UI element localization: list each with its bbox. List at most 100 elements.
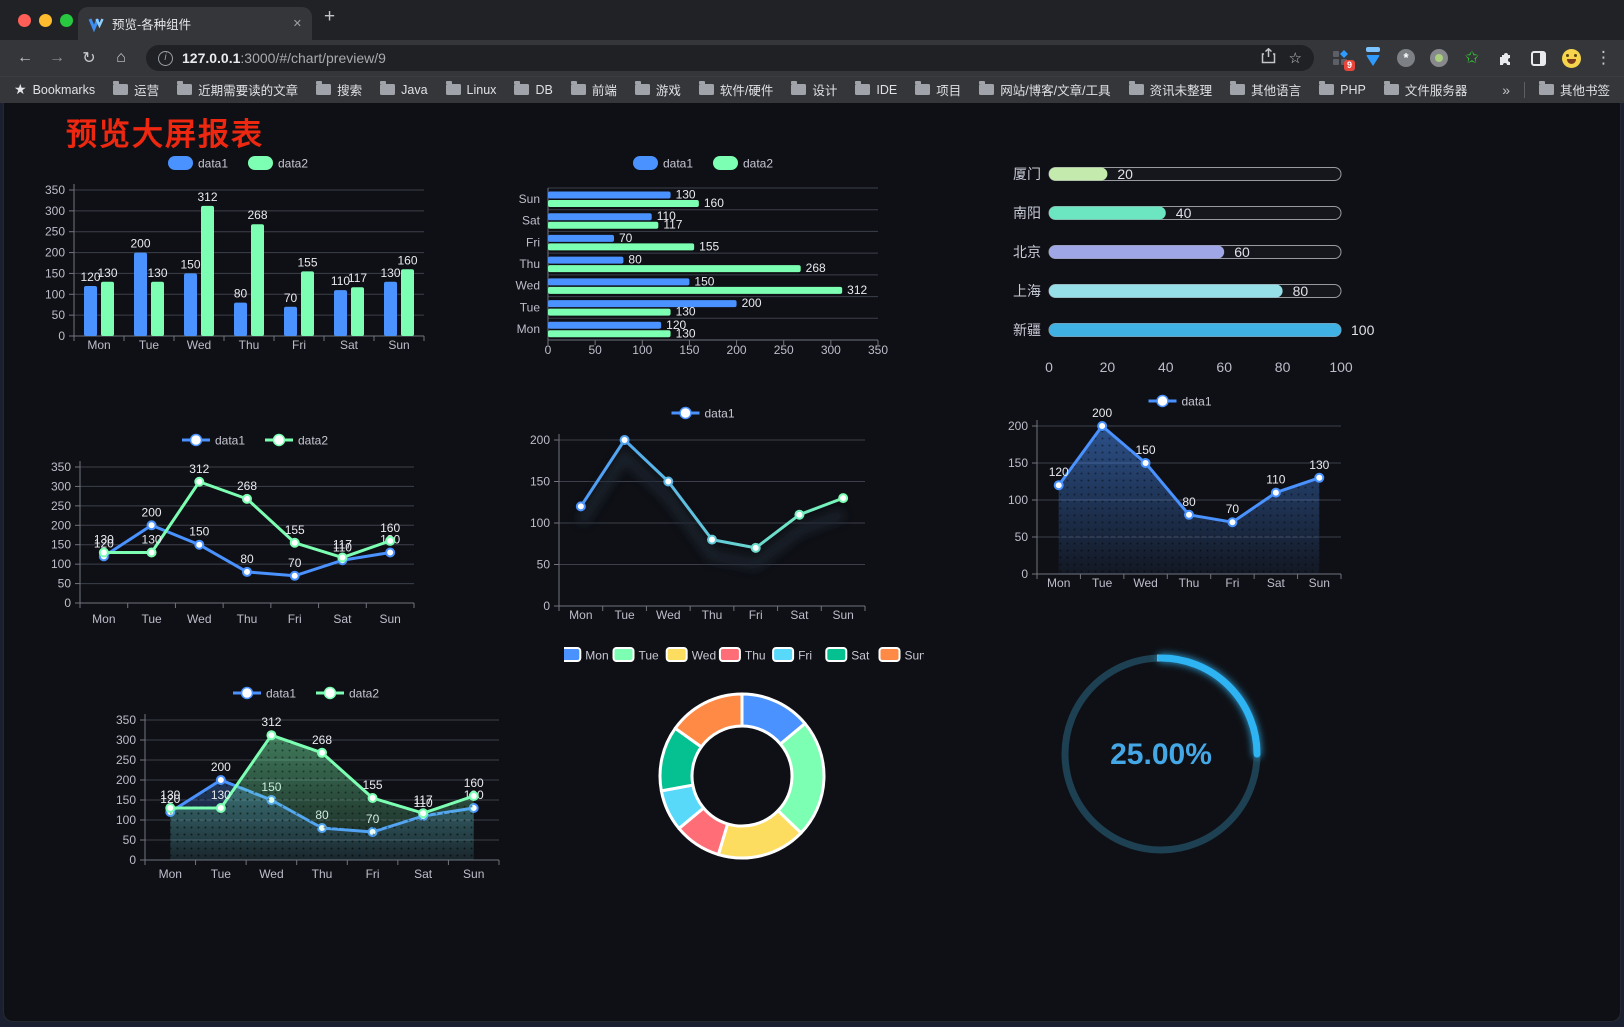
point-data1-Tue[interactable]	[146, 520, 157, 531]
forward-icon[interactable]: →	[49, 49, 65, 66]
point-data2-Thu[interactable]	[242, 493, 252, 504]
legend-item-Thu[interactable]: Thu	[718, 647, 766, 663]
bookmarks-overflow-icon[interactable]: »	[1502, 81, 1510, 98]
bookmark-folder[interactable]: PHP	[1319, 81, 1366, 97]
chart-line-gradient[interactable]: data1 0 50 100 150 200 Mon Tue Wed Thu Fri Sat Sun	[509, 398, 904, 628]
bookmark-folder[interactable]: 前端	[570, 80, 617, 99]
extension-grid-icon[interactable]: 9	[1330, 48, 1355, 71]
tab-close-icon[interactable]: ✕	[292, 18, 302, 30]
extension-emoji-icon[interactable]	[1561, 48, 1581, 68]
point-data1-Thu[interactable]	[1184, 509, 1194, 520]
point-data2-Wed[interactable]	[266, 730, 277, 741]
point-data2-Thu[interactable]	[317, 747, 327, 758]
point-data1-Sat[interactable]	[1270, 487, 1281, 498]
bookmark-star-icon[interactable]: ☆	[1288, 50, 1302, 67]
bookmark-folder[interactable]: 游戏	[634, 80, 681, 99]
bookmark-folder[interactable]: 网站/博客/文章/工具	[979, 80, 1111, 99]
bar-data2-Tue[interactable]	[548, 308, 671, 316]
legend-item-Mon[interactable]: Mon	[559, 647, 609, 663]
bookmark-folder[interactable]: 设计	[791, 80, 837, 99]
point-data1-Fri[interactable]	[1227, 517, 1238, 528]
chart-area-multi[interactable]: data1 data2 0 50 100 150 200 250 300 350 Mon Tue Wed…	[99, 672, 511, 907]
address-bar[interactable]: i 127.0.0.1:3000/#/chart/preview/9 ☆	[146, 45, 1314, 71]
point-data1-Thu[interactable]	[242, 566, 252, 577]
chart-gauge[interactable]: 25.00%	[1044, 640, 1284, 885]
browser-tab[interactable]: 预览-各种组件 ✕	[78, 7, 312, 40]
legend-item-Sat[interactable]: Sat	[825, 647, 870, 663]
extension-asterisk-icon[interactable]: *	[1396, 48, 1416, 68]
bar-data2-Fri[interactable]	[548, 243, 695, 251]
series-data1[interactable]: 120 200 150 80 70 110 130	[80, 237, 401, 336]
series-data2[interactable]: 130 130 312 268 155 117 160	[94, 462, 401, 563]
extension-star-icon[interactable]: ✩	[1464, 48, 1480, 67]
chart-donut[interactable]: Mon Tue Wed Thu Fri Sat Sun	[559, 640, 926, 905]
series-data1[interactable]: 120 200 150 80 70 110 130	[1049, 406, 1330, 574]
chart-horizontal-bar[interactable]: data1 data2 0 50 100 150 200 250 300 350 Mon 120 130…	[504, 148, 904, 373]
home-icon[interactable]: ⌂	[116, 49, 126, 66]
point-data2-Mon[interactable]	[98, 547, 109, 558]
point-data1-Fri[interactable]	[750, 542, 761, 553]
legend-item-Tue[interactable]: Tue	[612, 647, 660, 663]
chart-area-single[interactable]: data1 0 50 100 150 200 Mon Tue Wed Thu Fri Sat Sun 12…	[989, 388, 1394, 618]
back-icon[interactable]: ←	[17, 49, 33, 66]
point-data1-Sun[interactable]	[838, 493, 849, 504]
point-data2-Wed[interactable]	[194, 476, 205, 487]
bar-data2-Sun[interactable]	[548, 200, 699, 207]
bookmark-folder[interactable]: 运营	[113, 80, 159, 99]
pie-slice-Sun[interactable]	[673, 692, 744, 749]
point-data2-Tue[interactable]	[146, 547, 157, 558]
point-data2-Sun[interactable]	[385, 535, 396, 546]
bookmark-folder[interactable]: IDE	[855, 81, 897, 97]
series-data1[interactable]	[575, 435, 849, 570]
bookmark-folder[interactable]: Java	[380, 81, 428, 97]
point-data1-Tue[interactable]	[619, 435, 630, 445]
bar-data1-Sat[interactable]	[548, 213, 652, 221]
bar-data1-Tue[interactable]	[548, 300, 737, 308]
chart-progress-bars[interactable]: 厦门 20 南阳 40 北京 60 上海 80 新疆 100 0 20 40 60 80 100	[994, 150, 1394, 390]
point-data2-Fri[interactable]	[367, 793, 378, 803]
bookmark-folder[interactable]: 近期需要读的文章	[177, 80, 298, 99]
bookmarks-manager[interactable]: ★ Bookmarks	[14, 81, 95, 98]
point-data2-Fri[interactable]	[289, 537, 300, 548]
bookmark-folder[interactable]: 其他语言	[1230, 80, 1301, 99]
bar-data1-Wed[interactable]	[548, 278, 690, 286]
extension-puzzle-icon[interactable]	[1495, 48, 1515, 68]
bookmark-folder[interactable]: Linux	[445, 81, 496, 97]
extension-gem-icon[interactable]	[1363, 48, 1383, 68]
point-data1-Tue[interactable]	[215, 775, 226, 785]
legend-item-data2[interactable]: data2	[265, 434, 328, 448]
share-icon[interactable]	[1261, 47, 1276, 68]
bar-data2-Wed[interactable]	[548, 286, 843, 294]
point-data1-Wed[interactable]	[1140, 458, 1151, 468]
point-data1-Sun[interactable]	[385, 547, 396, 558]
legend-item-Sun[interactable]: Sun	[878, 647, 926, 663]
window-controls[interactable]	[18, 14, 73, 27]
legend-item-data2[interactable]: data2	[248, 156, 308, 171]
bookmark-folder[interactable]: 文件服务器	[1383, 80, 1467, 99]
point-data2-Sat[interactable]	[337, 552, 348, 563]
browser-menu-icon[interactable]: ⋮	[1595, 48, 1612, 67]
reload-icon[interactable]: ↻	[82, 50, 96, 67]
point-data2-Sat[interactable]	[418, 808, 429, 819]
bookmark-folder[interactable]: DB	[514, 81, 553, 97]
point-data1-Mon[interactable]	[1053, 480, 1064, 491]
bar-data2-Sat[interactable]	[548, 221, 659, 229]
chart-line-multi[interactable]: data1 data2 0 50 100 150 200 250 300 350 Mon Tue Wed…	[34, 425, 444, 655]
bar-data2-Thu[interactable]	[548, 265, 801, 273]
point-data1-Thu[interactable]	[707, 534, 717, 545]
point-data2-Mon[interactable]	[165, 803, 176, 813]
legend-item-data1[interactable]: data1	[633, 156, 693, 171]
series-data2[interactable]: 130 130 312 268 155 117 160	[160, 715, 484, 860]
bar-data1-Mon[interactable]	[548, 321, 662, 329]
point-data2-Sun[interactable]	[468, 791, 479, 801]
legend-item-data1[interactable]: data1	[671, 407, 735, 421]
bookmark-folder[interactable]: 资讯未整理	[1128, 80, 1212, 99]
bookmark-folder[interactable]: 软件/硬件	[698, 80, 773, 99]
bar-data1-Thu[interactable]	[548, 256, 624, 264]
legend-item-data1[interactable]: data1	[1148, 395, 1212, 409]
site-info-icon[interactable]: i	[158, 50, 173, 66]
legend-item-data1[interactable]: data1	[182, 434, 245, 448]
series-data2[interactable]: 130 130 312 268 155 117 160	[97, 190, 418, 336]
legend-item-Wed[interactable]: Wed	[665, 647, 716, 663]
extension-dot-icon[interactable]	[1429, 48, 1449, 68]
